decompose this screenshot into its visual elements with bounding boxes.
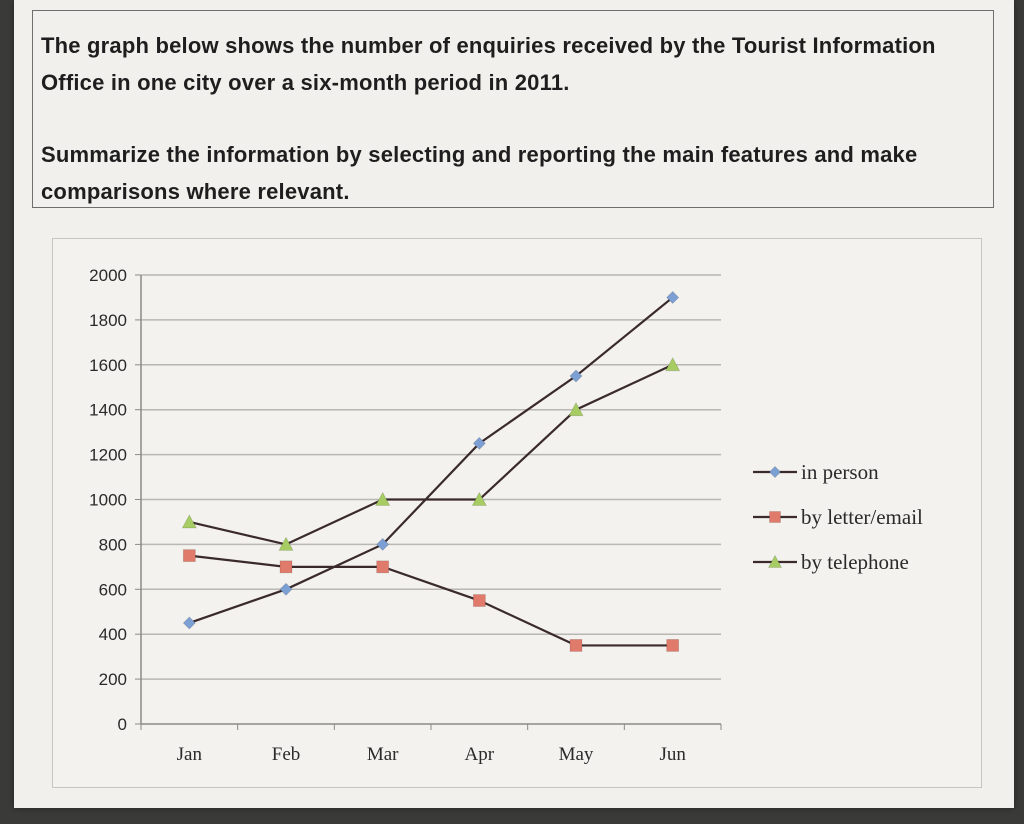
y-tick-label: 2000 bbox=[89, 266, 127, 285]
x-tick-label: Apr bbox=[465, 744, 495, 765]
x-tick-label: Feb bbox=[272, 744, 301, 765]
line-chart: 0 200 400 600 800 1000 1200 1400 1600 1800 2000 Jan… bbox=[89, 266, 923, 765]
data-point bbox=[569, 369, 583, 383]
y-tick-label: 0 bbox=[118, 715, 127, 734]
data-point bbox=[471, 491, 488, 506]
data-point bbox=[666, 290, 680, 305]
series-line-1 bbox=[189, 554, 673, 647]
data-point bbox=[278, 536, 294, 551]
y-tick-label: 800 bbox=[99, 535, 127, 554]
data-point bbox=[568, 401, 584, 417]
data-point bbox=[664, 356, 681, 372]
legend-marker bbox=[768, 465, 782, 479]
y-tick-label: 1800 bbox=[89, 311, 127, 330]
legend-label: in person bbox=[801, 460, 879, 484]
series-line-2 bbox=[189, 363, 674, 546]
y-tick-label: 600 bbox=[99, 580, 127, 599]
data-point bbox=[181, 514, 198, 529]
y-tick-label: 1000 bbox=[89, 491, 127, 510]
x-tick-label: Jan bbox=[177, 744, 203, 765]
y-tick-label: 1600 bbox=[89, 356, 127, 375]
worksheet: The graph below shows the number of enqu… bbox=[14, 0, 1014, 808]
data-point bbox=[666, 639, 680, 652]
chart-frame: 0 200 400 600 800 1000 1200 1400 1600 1800 2000 Jan… bbox=[52, 238, 982, 788]
data-point bbox=[182, 549, 196, 563]
data-point bbox=[569, 639, 583, 652]
y-tick-label: 1400 bbox=[89, 401, 127, 420]
data-point bbox=[376, 560, 390, 574]
legend-label: by letter/email bbox=[801, 505, 923, 529]
data-point bbox=[374, 491, 391, 506]
x-tick-label: Mar bbox=[367, 744, 399, 765]
y-tick-label: 1200 bbox=[89, 446, 127, 465]
data-point bbox=[376, 537, 390, 551]
series-line-0 bbox=[188, 296, 674, 625]
prompt-instruction: Summarize the information by selecting a… bbox=[41, 142, 918, 204]
data-point bbox=[279, 582, 293, 596]
task-prompt-box: The graph below shows the number of enqu… bbox=[32, 10, 994, 208]
y-tick-label: 400 bbox=[99, 625, 127, 644]
x-tick-label: May bbox=[559, 744, 594, 765]
data-point bbox=[472, 436, 486, 450]
x-tick-label: Jun bbox=[659, 744, 686, 765]
legend-marker bbox=[769, 511, 781, 523]
y-tick-label: 200 bbox=[99, 670, 127, 689]
data-point bbox=[472, 594, 486, 607]
data-point bbox=[182, 616, 196, 630]
data-point bbox=[279, 560, 293, 574]
legend-marker bbox=[767, 554, 783, 568]
prompt-description: The graph below shows the number of enqu… bbox=[41, 33, 936, 95]
legend-label: by telephone bbox=[801, 550, 909, 574]
